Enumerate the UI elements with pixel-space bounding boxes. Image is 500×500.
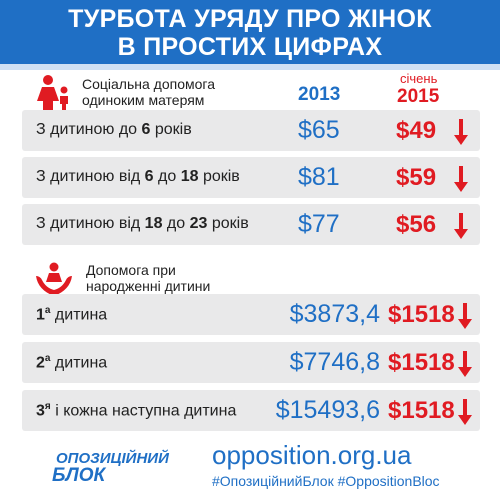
value-2013: $7746,8 [289, 348, 380, 376]
row-label: З дитиною від 18 до 23 років [36, 215, 249, 232]
row-label: З дитиною від 6 до 18 років [36, 168, 240, 185]
hands-child-icon [36, 262, 72, 296]
row-label: З дитиною до 6 років [36, 121, 192, 138]
value-2013: $81 [298, 163, 340, 191]
value-2015: $56 [396, 211, 437, 238]
row-label: 2а дитина [36, 353, 108, 372]
row-label: 1а дитина [36, 305, 108, 324]
header-banner: ТУРБОТА УРЯДУ ПРО ЖІНОК В ПРОСТИХ ЦИФРАХ [0, 0, 500, 64]
column-2015-header: 2015 [397, 86, 440, 107]
value-2015: $1518 [388, 349, 455, 376]
table-row: 3я і кожна наступна дитина $15493,6 $1518 [22, 390, 480, 431]
mother-child-icon [37, 75, 68, 112]
header-title-line2: В ПРОСТИХ ЦИФРАХ [117, 33, 383, 61]
down-arrow-icon [458, 303, 472, 329]
website-url[interactable]: opposition.org.ua [212, 440, 412, 470]
opposition-bloc-logo: ОПОЗИЦІЙНИЙ БЛОК [52, 449, 170, 484]
table-row: З дитиною від 6 до 18 років $81 $59 [22, 157, 480, 198]
value-2015: $1518 [388, 301, 455, 328]
svg-text:ОПОЗИЦІЙНИЙ: ОПОЗИЦІЙНИЙ [56, 449, 170, 467]
header-title-line1: ТУРБОТА УРЯДУ ПРО ЖІНОК [68, 5, 432, 33]
value-2013: $65 [298, 116, 340, 144]
table-row: 1а дитина $3873,4 $1518 [22, 294, 480, 335]
down-arrow-icon [458, 351, 472, 377]
down-arrow-icon [454, 119, 468, 145]
value-2013: $3873,4 [289, 300, 380, 328]
value-2013: $15493,6 [275, 396, 380, 424]
down-arrow-icon [454, 166, 468, 192]
value-2015: $49 [396, 117, 437, 144]
table-row: З дитиною від 18 до 23 років $77 $56 [22, 204, 480, 245]
table-row: 2а дитина $7746,8 $1518 [22, 342, 480, 383]
svg-text:БЛОК: БЛОК [52, 465, 107, 484]
value-2015: $1518 [388, 397, 455, 424]
column-2013-header: 2013 [298, 84, 341, 105]
row-label: 3я і кожна наступна дитина [36, 401, 237, 420]
hashtags: #ОпозиційнийБлок #OppositionBloc [212, 473, 440, 489]
section2-label: Допомога при народженні дитини [86, 262, 211, 294]
down-arrow-icon [458, 399, 472, 425]
value-2013: $77 [298, 210, 340, 238]
value-2015: $59 [396, 164, 437, 191]
section1-label: Соціальна допомога одиноким матерям [82, 76, 215, 108]
column-2015-month: січень [400, 71, 438, 86]
header-divider [0, 64, 500, 70]
down-arrow-icon [454, 213, 468, 239]
table-row: З дитиною до 6 років $65 $49 [22, 110, 480, 151]
